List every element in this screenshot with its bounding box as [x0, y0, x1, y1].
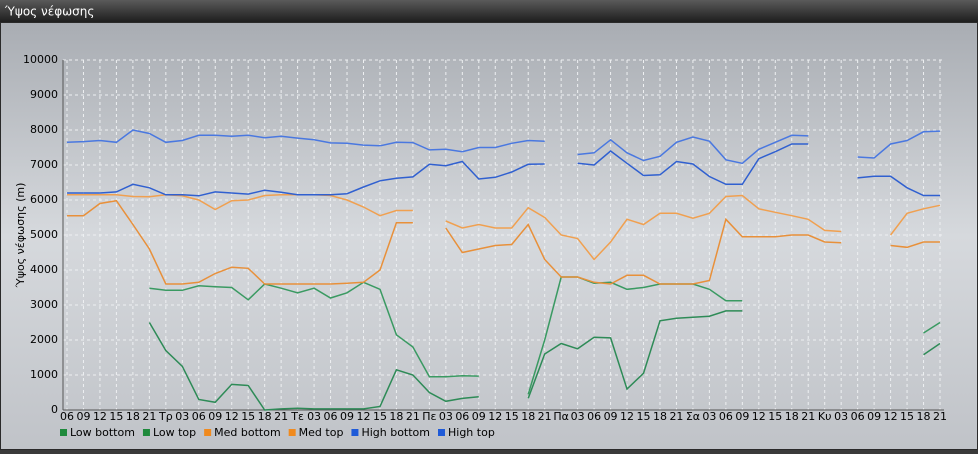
- x-tick-label: 03: [439, 410, 453, 423]
- y-tick-label: 6000: [30, 193, 58, 206]
- x-tick-label: 12: [620, 410, 634, 423]
- y-tick-label: 2000: [30, 333, 58, 346]
- x-tick-label: 21: [142, 410, 156, 423]
- x-tick-label: 09: [76, 410, 90, 423]
- x-tick-label: 09: [735, 410, 749, 423]
- x-tick-label: 21: [538, 410, 552, 423]
- y-tick-label: 3000: [30, 298, 58, 311]
- legend-marker: [438, 429, 445, 436]
- legend-marker: [351, 429, 359, 436]
- x-tick-label: Κυ: [818, 410, 832, 423]
- x-tick-label: 12: [356, 410, 370, 423]
- legend-label: Low top: [153, 426, 196, 439]
- x-tick-label: Τε: [290, 410, 304, 423]
- legend-label: Med bottom: [214, 426, 281, 439]
- legend-label: Med top: [299, 426, 344, 439]
- x-tick-label: 18: [917, 410, 931, 423]
- x-tick-label: 15: [768, 410, 782, 423]
- y-tick-label: 1000: [30, 368, 58, 381]
- x-tick-label: 06: [60, 410, 74, 423]
- y-tick-label: 8000: [30, 123, 58, 136]
- x-tick-label: 15: [505, 410, 519, 423]
- x-tick-label: 12: [488, 410, 502, 423]
- x-tick-label: 12: [884, 410, 898, 423]
- x-tick-label: 15: [373, 410, 387, 423]
- x-tick-label: 06: [587, 410, 601, 423]
- x-tick-label: 18: [389, 410, 403, 423]
- x-tick-label: 03: [702, 410, 716, 423]
- x-tick-label: 06: [192, 410, 206, 423]
- x-tick-label: 15: [900, 410, 914, 423]
- x-tick-label: 09: [208, 410, 222, 423]
- series-line: [148, 310, 941, 411]
- x-tick-label: 09: [340, 410, 354, 423]
- legend-marker: [60, 429, 67, 436]
- x-tick-label: Τρ: [158, 410, 173, 423]
- x-tick-label: 12: [225, 410, 239, 423]
- x-tick-label: 18: [258, 410, 272, 423]
- x-tick-label: 21: [801, 410, 815, 423]
- x-tick-label: 06: [719, 410, 733, 423]
- x-tick-label: 03: [834, 410, 848, 423]
- chart-panel: [1, 23, 977, 449]
- x-tick-label: 09: [472, 410, 486, 423]
- x-tick-label: 15: [637, 410, 651, 423]
- x-tick-label: 03: [307, 410, 321, 423]
- x-tick-label: 18: [521, 410, 535, 423]
- x-tick-label: Πε: [422, 410, 436, 423]
- x-tick-label: 21: [933, 410, 947, 423]
- x-tick-label: 09: [867, 410, 881, 423]
- x-tick-label: 18: [785, 410, 799, 423]
- y-tick-label: 4000: [30, 263, 58, 276]
- x-tick-label: 12: [752, 410, 766, 423]
- y-tick-label: 0: [51, 403, 58, 416]
- y-tick-label: 10000: [23, 53, 58, 66]
- x-tick-label: 21: [669, 410, 683, 423]
- y-tick-label: 5000: [30, 228, 58, 241]
- series-line: [66, 129, 941, 165]
- legend-marker: [204, 429, 212, 436]
- x-tick-label: 03: [175, 410, 189, 423]
- x-tick-label: Σα: [686, 410, 700, 423]
- series-line: [67, 143, 940, 197]
- x-tick-label: 06: [455, 410, 469, 423]
- x-tick-label: 12: [93, 410, 107, 423]
- x-tick-label: 09: [604, 410, 618, 423]
- series-line: [67, 199, 940, 285]
- x-tick-label: 15: [241, 410, 255, 423]
- series-line: [67, 194, 941, 261]
- x-tick-label: Πα: [553, 410, 569, 423]
- y-tick-label: 7000: [30, 158, 58, 171]
- title-bar: [0, 0, 978, 22]
- x-tick-label: 21: [406, 410, 420, 423]
- y-tick-label: 9000: [30, 88, 58, 101]
- x-tick-label: 18: [126, 410, 140, 423]
- legend-label: Low bottom: [70, 426, 135, 439]
- x-tick-label: 18: [653, 410, 667, 423]
- legend-label: High top: [448, 426, 495, 439]
- legend-marker: [142, 429, 150, 436]
- legend-label: High bottom: [361, 426, 430, 439]
- x-tick-label: 21: [274, 410, 288, 423]
- legend-marker: [288, 429, 296, 436]
- chart-title: Ύψος νέφωσης: [4, 5, 94, 19]
- x-tick-label: 03: [571, 410, 585, 423]
- x-tick-label: 15: [109, 410, 123, 423]
- y-axis-title: Ύψος νέφωσης (m): [14, 183, 27, 289]
- x-tick-label: 06: [851, 410, 865, 423]
- x-tick-label: 06: [324, 410, 338, 423]
